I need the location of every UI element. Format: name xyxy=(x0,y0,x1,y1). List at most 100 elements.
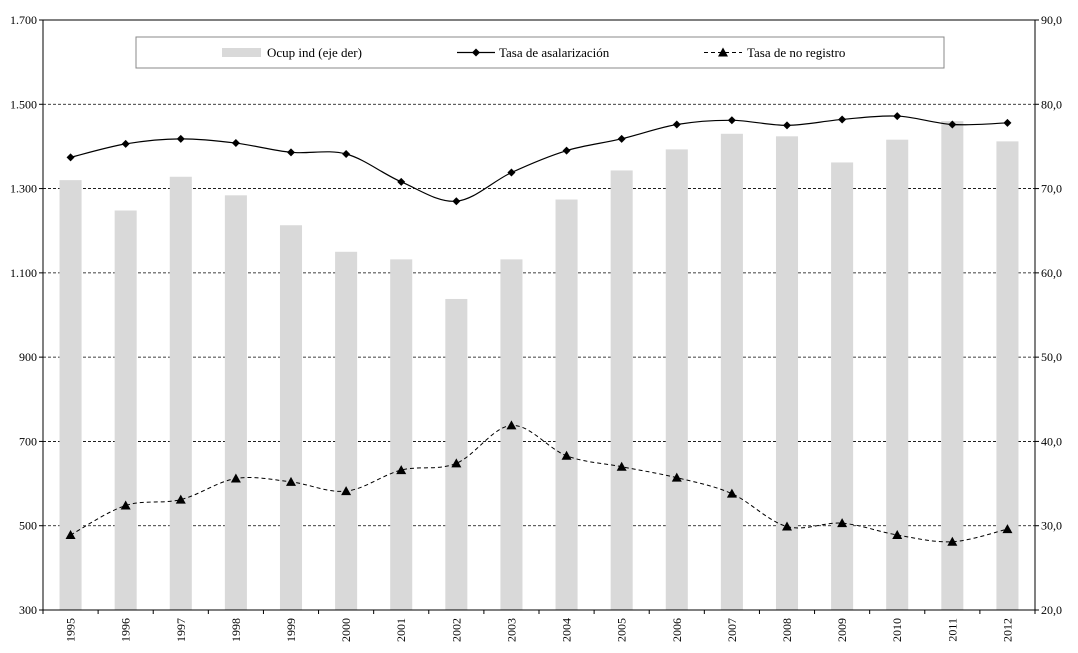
data-point-diamond xyxy=(727,116,736,125)
bar xyxy=(224,195,247,611)
legend: Ocup ind (eje der) Tasa de asalarización… xyxy=(135,36,945,69)
data-point-diamond xyxy=(121,139,130,148)
axis-layer: 300 500 700 900 1.100 1.300 1.500 1.700 20,0 30,0… xyxy=(10,13,1062,642)
bar xyxy=(886,139,909,610)
x-axis-tick-label: 1998 xyxy=(229,618,243,642)
left-axis-tick-label: 900 xyxy=(19,350,37,364)
left-axis-tick-label: 1.500 xyxy=(10,97,37,111)
data-point-diamond xyxy=(66,153,75,162)
right-axis-tick-label: 80,0 xyxy=(1041,97,1062,111)
right-axis-tick-label: 30,0 xyxy=(1041,519,1062,533)
bar xyxy=(114,210,137,610)
left-axis-tick-label: 300 xyxy=(19,603,37,617)
bar xyxy=(996,141,1019,610)
data-point-triangle xyxy=(65,529,76,539)
data-point-triangle xyxy=(286,476,296,486)
data-point-diamond xyxy=(617,134,626,143)
x-axis-tick-label: 2012 xyxy=(1000,618,1014,642)
data-point-diamond xyxy=(838,115,847,124)
x-axis-tick-label: 2002 xyxy=(449,618,463,642)
x-axis-tick-label: 1995 xyxy=(64,618,78,642)
x-axis-tick-label: 2007 xyxy=(725,618,739,642)
line-layer xyxy=(65,112,1013,546)
legend-label-dashed-line: Tasa de no registro xyxy=(747,45,845,60)
legend-swatch-bars xyxy=(222,48,261,57)
data-point-triangle xyxy=(837,518,848,528)
data-point-triangle xyxy=(892,529,903,539)
bar xyxy=(169,176,192,610)
x-axis-tick-label: 2009 xyxy=(835,618,849,642)
x-axis-tick-label: 2011 xyxy=(945,618,959,642)
data-point-diamond xyxy=(231,139,240,148)
data-point-triangle xyxy=(396,465,407,475)
x-axis-tick-label: 1999 xyxy=(284,618,298,642)
x-axis-tick-label: 2006 xyxy=(670,618,684,642)
bar xyxy=(500,259,523,610)
bar xyxy=(831,162,854,610)
left-axis-tick-label: 500 xyxy=(19,519,37,533)
data-point-triangle xyxy=(506,420,517,430)
x-axis-tick-label: 2010 xyxy=(890,618,904,642)
right-axis-tick-label: 20,0 xyxy=(1041,603,1062,617)
right-axis-tick-label: 70,0 xyxy=(1041,182,1062,196)
bar xyxy=(445,298,468,610)
x-axis-tick-label: 2005 xyxy=(615,618,629,642)
right-axis-tick-label: 90,0 xyxy=(1041,13,1062,27)
x-axis-tick-label: 2008 xyxy=(780,618,794,642)
data-point-triangle xyxy=(120,500,131,510)
data-point-diamond xyxy=(948,120,957,129)
data-point-triangle xyxy=(451,458,462,468)
data-point-triangle xyxy=(782,521,792,531)
bar xyxy=(335,251,358,611)
data-point-diamond xyxy=(507,168,516,177)
left-axis-tick-label: 1.300 xyxy=(10,182,37,196)
x-axis-tick-label: 2000 xyxy=(339,618,353,642)
data-point-triangle xyxy=(726,488,737,498)
data-point-triangle xyxy=(671,472,682,482)
x-axis-tick-label: 1997 xyxy=(174,618,188,642)
data-point-diamond xyxy=(287,148,295,157)
data-point-triangle xyxy=(341,486,352,496)
bar-layer xyxy=(59,121,1019,611)
bar xyxy=(279,225,303,610)
legend-marker-diamond xyxy=(472,48,480,57)
right-axis-tick-label: 40,0 xyxy=(1041,434,1062,448)
bar xyxy=(941,121,964,611)
right-axis-tick-label: 50,0 xyxy=(1041,350,1062,364)
right-axis-tick-label: 60,0 xyxy=(1041,266,1062,280)
legend-label-solid-line: Tasa de asalarización xyxy=(499,45,610,60)
bar xyxy=(555,199,578,610)
bar xyxy=(665,149,688,610)
bar xyxy=(610,170,633,610)
data-point-triangle xyxy=(616,461,627,471)
left-axis-tick-label: 1.100 xyxy=(10,266,37,280)
bar xyxy=(390,259,413,610)
data-point-diamond xyxy=(893,112,902,121)
data-point-diamond xyxy=(562,146,571,155)
data-point-diamond xyxy=(452,197,461,206)
bar xyxy=(720,133,743,611)
x-axis-tick-label: 1996 xyxy=(119,618,133,642)
data-point-triangle xyxy=(230,473,241,483)
x-axis-tick-label: 2001 xyxy=(394,618,408,642)
data-point-triangle xyxy=(1002,524,1013,534)
data-point-diamond xyxy=(672,120,681,129)
bar xyxy=(59,180,82,610)
x-axis-tick-label: 2004 xyxy=(560,618,574,642)
left-axis-tick-label: 1.700 xyxy=(10,13,37,27)
series-line-no-registro xyxy=(70,424,1008,543)
data-point-diamond xyxy=(176,134,185,143)
legend-label-bars: Ocup ind (eje der) xyxy=(267,45,362,60)
data-point-triangle xyxy=(947,536,958,546)
data-point-diamond xyxy=(397,177,406,186)
data-point-triangle xyxy=(175,494,186,504)
left-axis-tick-label: 700 xyxy=(19,434,37,448)
legend-marker-triangle xyxy=(718,47,728,57)
data-point-diamond xyxy=(1003,118,1012,127)
data-point-diamond xyxy=(783,121,791,130)
data-point-triangle xyxy=(561,450,572,460)
data-point-diamond xyxy=(342,150,351,159)
bar xyxy=(775,136,799,611)
